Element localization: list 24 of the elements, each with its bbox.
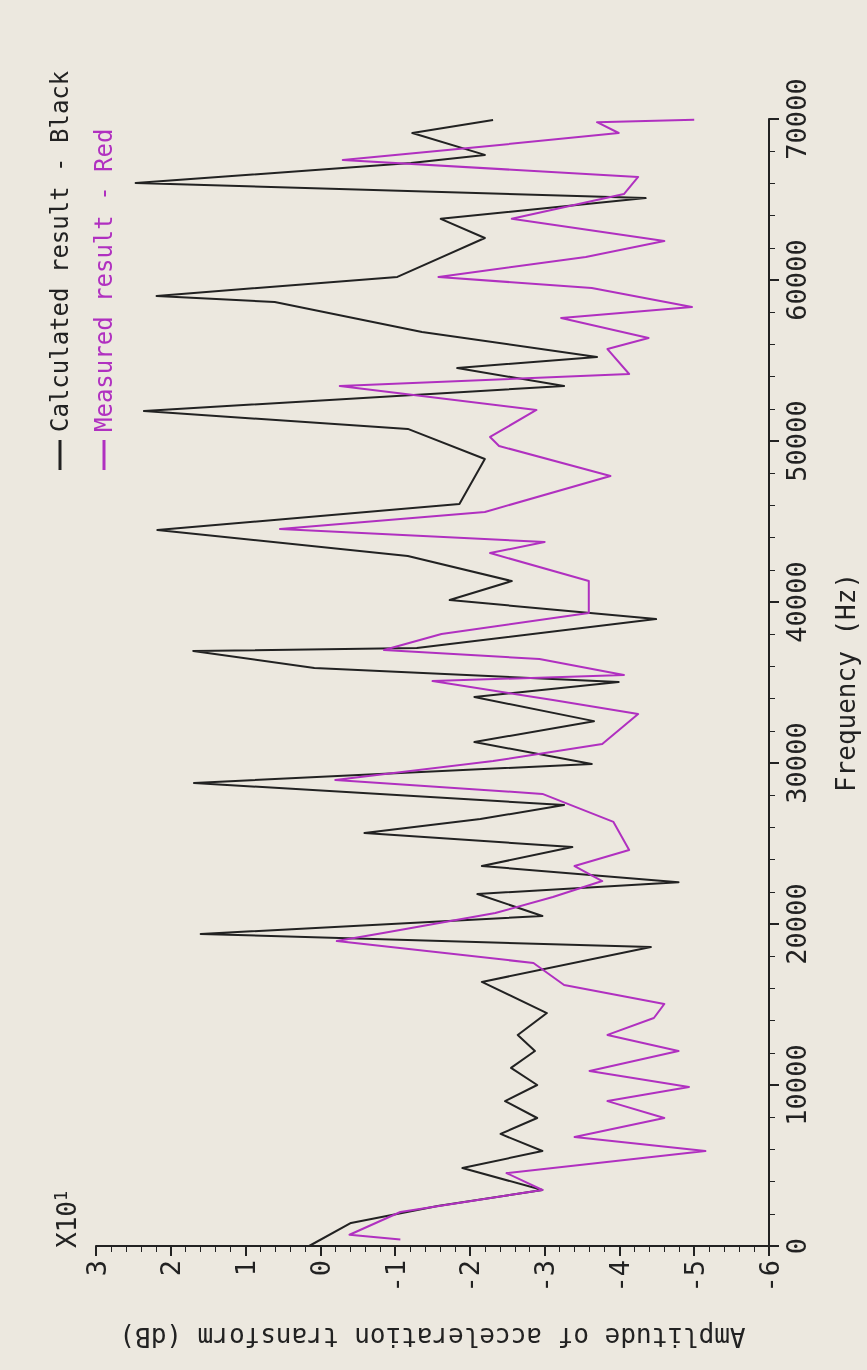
line-series: [278, 118, 707, 1241]
y-tick-label: 40000: [781, 561, 812, 643]
x-tick-label: 0: [304, 1260, 336, 1277]
x-tick-label: 1: [230, 1260, 262, 1277]
x-tick-label: -3: [529, 1260, 561, 1293]
y-tick-label: 20000: [781, 883, 812, 965]
x-tick-label: -6: [753, 1260, 785, 1293]
x-tick-label: 3: [80, 1260, 112, 1277]
text: Calculated result - Black: [46, 70, 74, 432]
x-tick-label: 2: [155, 1260, 187, 1277]
y-tick-label: 10000: [781, 1044, 812, 1126]
text: X101: [50, 1190, 82, 1248]
y-tick-label: 0: [781, 1237, 812, 1255]
y-tick-label: 70000: [781, 78, 812, 160]
y-tick-label: 60000: [781, 239, 812, 321]
y-axis-title: Frequency (Hz): [831, 572, 861, 793]
x-tick-label: -4: [603, 1260, 635, 1293]
y-tick-label: 50000: [781, 400, 812, 482]
x-tick-label: -2: [454, 1260, 486, 1293]
x-tick-label: -5: [678, 1260, 710, 1293]
y-tick-label: 30000: [781, 722, 812, 804]
text: Measured result - Red: [90, 128, 118, 432]
x-axis-title: Amplitude of acceleration transform (dB): [119, 1322, 746, 1352]
x-tick-label: -1: [379, 1260, 411, 1293]
